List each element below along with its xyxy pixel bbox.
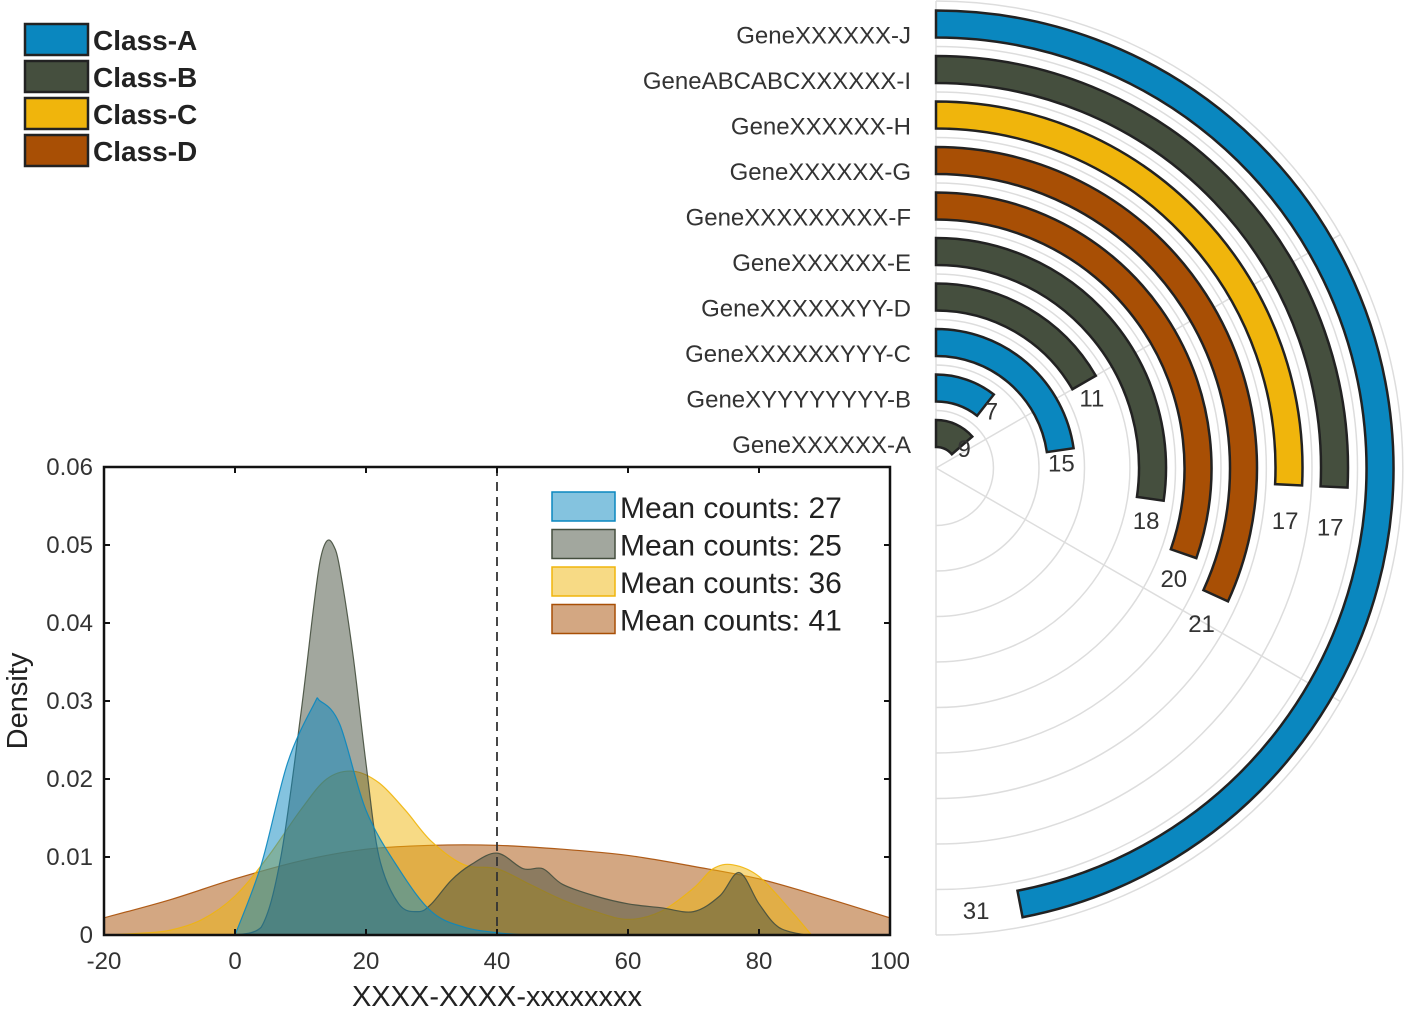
grid-circle <box>935 45 1359 891</box>
density-legend: Mean counts: 27 Mean counts: 25 Mean count… <box>551 491 842 638</box>
gene-label-8: GeneXXXXXX-H <box>731 114 911 141</box>
grid-circle <box>935 136 1268 800</box>
density-area-1 <box>234 697 759 935</box>
grid-circle <box>935 91 1313 845</box>
value-label-5: 20 <box>1160 566 1187 593</box>
y-tick-label: 0.02 <box>46 766 93 793</box>
gene-label-6: GeneXXXXXXXXX-F <box>686 205 911 232</box>
radial-bar-chart: GeneXXXXXX-A 31 GeneXYYYYYYYY-B 17 GeneXXXXX… <box>643 0 1404 936</box>
gene-label-7: GeneXXXXXX-G <box>730 159 911 186</box>
radial-bar-7 <box>934 282 1098 391</box>
grid-circle <box>935 227 1177 709</box>
x-tick-label: 0 <box>228 948 241 975</box>
legend-label-class-b: Class-B <box>93 62 197 93</box>
radial-gene-labels: GeneXXXXXX-A 31 GeneXYYYYYYYY-B 17 GeneXXXXX… <box>643 23 1344 926</box>
y-tick-label: 0.06 <box>46 454 93 481</box>
radial-bar-3 <box>934 100 1304 487</box>
density-legend-label-3: Mean counts: 36 <box>620 567 842 600</box>
density-chart: -20 0 20 40 60 80 10000.010.020.030.040.050.06… <box>2 454 910 1010</box>
gene-label-4: GeneXXXXXXYY-D <box>701 296 911 323</box>
value-label-10: 9 <box>958 436 971 463</box>
grid-circle <box>935 182 1222 754</box>
x-tick-label: 100 <box>870 948 910 975</box>
gene-label-3: GeneXXXXXXYYY-C <box>685 341 911 368</box>
radial-bar-1 <box>934 9 1395 919</box>
y-tick-label: 0 <box>80 922 93 949</box>
grid-circle <box>935 409 995 527</box>
gene-label-2: GeneXYYYYYYYY-B <box>686 387 911 414</box>
radial-bar-2 <box>934 54 1350 489</box>
radial-bar-4 <box>934 145 1259 604</box>
y-tick-label: 0.03 <box>46 688 93 715</box>
value-label-6: 18 <box>1133 508 1160 535</box>
grid-circle <box>935 0 1404 936</box>
gene-label-9: GeneABCABCXXXXXX-I <box>643 68 911 95</box>
radial-bars <box>934 9 1395 919</box>
x-tick-label: 40 <box>484 948 511 975</box>
density-legend-swatch-3 <box>551 566 616 597</box>
radial-bar-6 <box>934 236 1168 503</box>
y-tick-label: 0.05 <box>46 532 93 559</box>
density-legend-label-4: Mean counts: 41 <box>620 605 842 638</box>
density-legend-swatch-2 <box>551 528 616 560</box>
grid-circle <box>935 318 1086 618</box>
class-legend: Class-A Class-B Class-C Class-D <box>23 22 197 168</box>
gene-label-1: GeneXXXXXX-A <box>732 432 911 459</box>
legend-label-class-a: Class-A <box>93 25 197 56</box>
value-label-3: 17 <box>1272 508 1299 535</box>
x-tick-label: 60 <box>615 948 642 975</box>
radial-bar-10 <box>934 418 975 457</box>
density-legend-swatch-4 <box>551 603 616 635</box>
value-label-8: 15 <box>1048 451 1075 478</box>
legend-label-class-c: Class-C <box>93 99 197 130</box>
density-legend-swatch-1 <box>551 491 616 522</box>
legend-swatch-class-c <box>23 96 90 131</box>
density-legend-label-1: Mean counts: 27 <box>620 492 842 525</box>
legend-swatch-class-a <box>23 22 90 57</box>
value-label-4: 21 <box>1188 611 1215 638</box>
value-label-2: 17 <box>1317 515 1344 542</box>
value-label-9: 7 <box>985 398 998 425</box>
x-tick-label: 20 <box>353 948 380 975</box>
radial-bar-9 <box>934 373 996 418</box>
radial-bar-8 <box>934 327 1076 454</box>
value-label-7: 11 <box>1079 386 1104 413</box>
x-tick-label: -20 <box>87 948 122 975</box>
gene-label-10: GeneXXXXXX-J <box>736 23 911 50</box>
legend-label-class-d: Class-D <box>93 136 197 167</box>
grid-spoke <box>935 467 1341 703</box>
x-tick-label: 80 <box>746 948 773 975</box>
y-tick-label: 0.04 <box>46 610 93 637</box>
gene-label-5: GeneXXXXXX-E <box>732 250 911 277</box>
grid-circle <box>935 273 1131 663</box>
y-axis-label: Density <box>2 652 34 749</box>
grid-circle <box>935 364 1040 572</box>
value-label-1: 31 <box>963 898 990 925</box>
radial-bar-5 <box>934 191 1213 560</box>
y-tick-label: 0.01 <box>46 844 93 871</box>
density-legend-label-2: Mean counts: 25 <box>620 530 842 563</box>
legend-swatch-class-d <box>23 133 90 168</box>
x-axis-label: XXXX-XXXX-xxxxxxxx <box>352 981 643 1010</box>
legend-swatch-class-b <box>23 59 90 94</box>
